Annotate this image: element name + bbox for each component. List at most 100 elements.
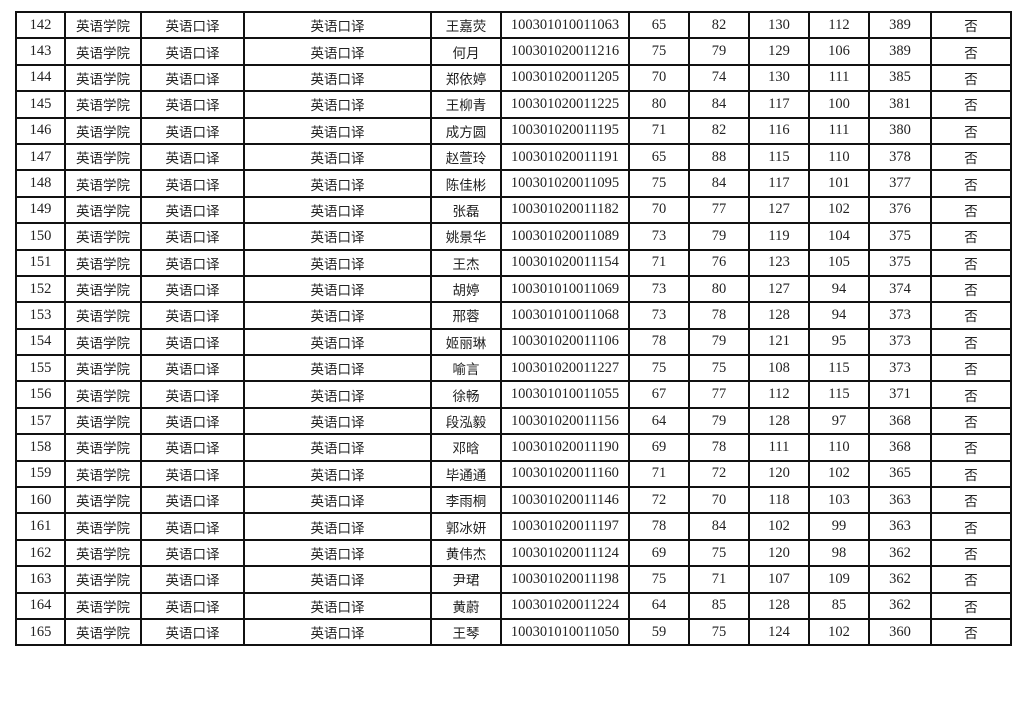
exam-id-cell: 100301020011225 [500, 90, 630, 119]
score-subject-1-cell: 129 [748, 37, 810, 66]
major-cell: 英语口译 [140, 248, 245, 277]
flag-cell: 否 [930, 142, 1012, 172]
table-row: 147 英语学院 英语口译 英语口译 赵萱玲 100301020011191 65 88 115… [15, 142, 1012, 172]
research-direction-cell: 英语口译 [243, 354, 432, 383]
score-subject-1-cell: 130 [748, 10, 810, 40]
research-direction-cell: 英语口译 [243, 512, 432, 541]
score-subject-1-cell: 116 [748, 116, 810, 145]
exam-id-cell: 100301020011124 [500, 538, 630, 568]
college-cell: 英语学院 [64, 565, 142, 594]
exam-id-cell: 100301010011055 [500, 380, 630, 409]
major-cell: 英语口译 [140, 433, 245, 462]
flag-cell: 否 [930, 90, 1012, 119]
score-subject-1-cell: 118 [748, 486, 810, 515]
exam-id-cell: 100301020011160 [500, 459, 630, 489]
college-cell: 英语学院 [64, 90, 142, 119]
table-row: 151 英语学院 英语口译 英语口译 王杰 100301020011154 71 76 123 1… [15, 248, 1012, 277]
score-foreign-language-cell: 75 [688, 617, 750, 647]
row-number-cell: 146 [15, 116, 66, 145]
score-subject-2-cell: 105 [808, 248, 870, 277]
college-cell: 英语学院 [64, 142, 142, 172]
score-subject-2-cell: 102 [808, 195, 870, 225]
score-foreign-language-cell: 79 [688, 222, 750, 251]
major-cell: 英语口译 [140, 90, 245, 119]
exam-id-cell: 100301020011195 [500, 116, 630, 145]
table-row: 153 英语学院 英语口译 英语口译 邢蓉 100301010011068 73 78 128 9… [15, 301, 1012, 330]
student-name-cell: 王柳青 [430, 90, 502, 119]
major-cell: 英语口译 [140, 486, 245, 515]
score-subject-2-cell: 98 [808, 538, 870, 568]
row-number-cell: 163 [15, 565, 66, 594]
flag-cell: 否 [930, 37, 1012, 66]
total-score-cell: 380 [868, 116, 932, 145]
major-cell: 英语口译 [140, 222, 245, 251]
score-foreign-language-cell: 88 [688, 142, 750, 172]
major-cell: 英语口译 [140, 406, 245, 436]
score-subject-1-cell: 120 [748, 459, 810, 489]
row-number-cell: 149 [15, 195, 66, 225]
total-score-cell: 362 [868, 538, 932, 568]
row-number-cell: 156 [15, 380, 66, 409]
exam-id-cell: 100301010011069 [500, 274, 630, 304]
score-foreign-language-cell: 72 [688, 459, 750, 489]
major-cell: 英语口译 [140, 10, 245, 40]
research-direction-cell: 英语口译 [243, 222, 432, 251]
research-direction-cell: 英语口译 [243, 248, 432, 277]
college-cell: 英语学院 [64, 195, 142, 225]
table-row: 165 英语学院 英语口译 英语口译 王琴 100301010011050 59 75 124 1… [15, 617, 1012, 647]
research-direction-cell: 英语口译 [243, 433, 432, 462]
table-row: 156 英语学院 英语口译 英语口译 徐畅 100301010011055 67 77 112 1… [15, 380, 1012, 409]
student-name-cell: 姬丽琳 [430, 327, 502, 357]
major-cell: 英语口译 [140, 116, 245, 145]
score-politics-cell: 75 [628, 565, 690, 594]
student-name-cell: 王嘉荧 [430, 10, 502, 40]
college-cell: 英语学院 [64, 538, 142, 568]
admission-score-table: 142 英语学院 英语口译 英语口译 王嘉荧 100301010011063 65 82 130… [15, 10, 1012, 647]
row-number-cell: 145 [15, 90, 66, 119]
college-cell: 英语学院 [64, 459, 142, 489]
score-foreign-language-cell: 77 [688, 380, 750, 409]
score-subject-1-cell: 130 [748, 63, 810, 93]
student-name-cell: 成方圆 [430, 116, 502, 145]
flag-cell: 否 [930, 380, 1012, 409]
total-score-cell: 389 [868, 10, 932, 40]
score-politics-cell: 73 [628, 301, 690, 330]
score-subject-2-cell: 102 [808, 459, 870, 489]
college-cell: 英语学院 [64, 222, 142, 251]
score-foreign-language-cell: 78 [688, 433, 750, 462]
exam-id-cell: 100301010011068 [500, 301, 630, 330]
research-direction-cell: 英语口译 [243, 301, 432, 330]
exam-id-cell: 100301010011063 [500, 10, 630, 40]
score-politics-cell: 70 [628, 63, 690, 93]
total-score-cell: 362 [868, 591, 932, 620]
score-politics-cell: 69 [628, 538, 690, 568]
major-cell: 英语口译 [140, 142, 245, 172]
table-row: 142 英语学院 英语口译 英语口译 王嘉荧 100301010011063 65 82 130… [15, 10, 1012, 40]
total-score-cell: 362 [868, 565, 932, 594]
score-subject-2-cell: 95 [808, 327, 870, 357]
total-score-cell: 374 [868, 274, 932, 304]
exam-id-cell: 100301020011190 [500, 433, 630, 462]
flag-cell: 否 [930, 169, 1012, 198]
student-name-cell: 陈佳彬 [430, 169, 502, 198]
score-subject-2-cell: 111 [808, 116, 870, 145]
row-number-cell: 148 [15, 169, 66, 198]
row-number-cell: 147 [15, 142, 66, 172]
total-score-cell: 373 [868, 354, 932, 383]
score-subject-2-cell: 104 [808, 222, 870, 251]
student-name-cell: 赵萱玲 [430, 142, 502, 172]
flag-cell: 否 [930, 10, 1012, 40]
score-subject-1-cell: 112 [748, 380, 810, 409]
score-politics-cell: 78 [628, 512, 690, 541]
table-row: 157 英语学院 英语口译 英语口译 段泓毅 100301020011156 64 79 128… [15, 406, 1012, 436]
student-name-cell: 姚景华 [430, 222, 502, 251]
college-cell: 英语学院 [64, 591, 142, 620]
score-subject-1-cell: 120 [748, 538, 810, 568]
score-foreign-language-cell: 80 [688, 274, 750, 304]
college-cell: 英语学院 [64, 274, 142, 304]
row-number-cell: 162 [15, 538, 66, 568]
table-body: 142 英语学院 英语口译 英语口译 王嘉荧 100301010011063 65 82 130… [15, 10, 1012, 647]
score-subject-1-cell: 124 [748, 617, 810, 647]
score-subject-1-cell: 107 [748, 565, 810, 594]
row-number-cell: 164 [15, 591, 66, 620]
